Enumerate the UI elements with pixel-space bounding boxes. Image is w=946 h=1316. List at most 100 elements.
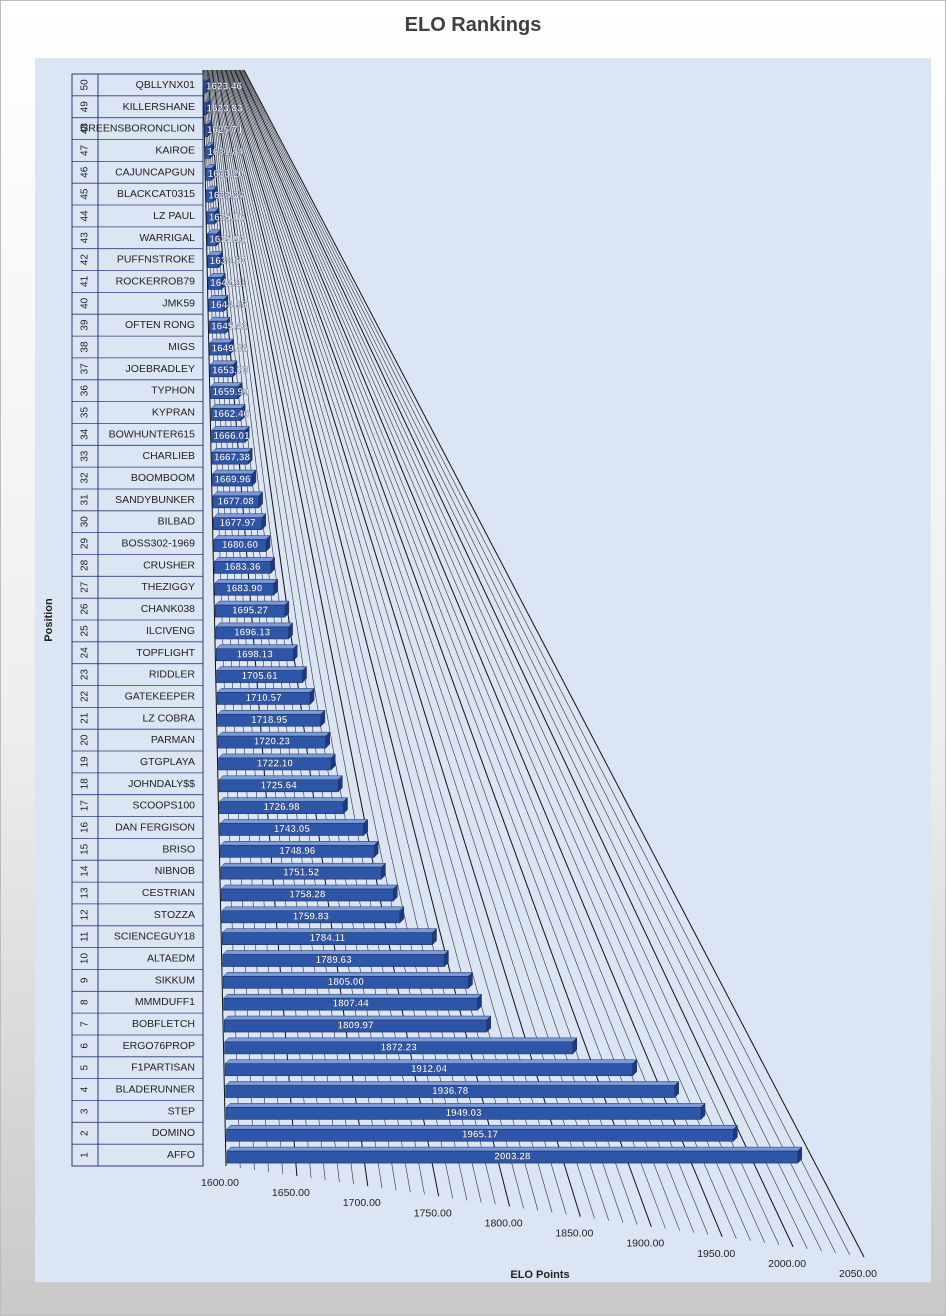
gridline bbox=[202, 69, 227, 1167]
data-label: 1683.36 bbox=[224, 562, 261, 573]
data-label: 1720.23 bbox=[254, 737, 291, 748]
player-label: SCOOPS100 bbox=[133, 800, 196, 812]
bar-top-face bbox=[212, 491, 264, 497]
data-label: 1662.46 bbox=[213, 409, 250, 420]
x-tick-label: 1950.00 bbox=[697, 1248, 735, 1260]
position-label: 44 bbox=[80, 210, 91, 222]
bar-top-face bbox=[220, 862, 386, 868]
position-label: 28 bbox=[80, 559, 91, 571]
minor-gridline bbox=[241, 69, 836, 1254]
player-label: OFTEN RONG bbox=[125, 319, 195, 331]
data-label: 1809.97 bbox=[337, 1021, 374, 1032]
bar-top-face bbox=[219, 841, 379, 846]
bar bbox=[210, 386, 239, 399]
bar bbox=[218, 757, 332, 771]
position-label: 43 bbox=[80, 232, 91, 244]
position-label: 9 bbox=[80, 977, 91, 983]
bar bbox=[226, 1150, 799, 1164]
bar bbox=[224, 1063, 634, 1077]
player-label: KYPRAN bbox=[152, 407, 195, 419]
bar bbox=[220, 866, 382, 880]
bar bbox=[216, 670, 303, 683]
bar-top-face bbox=[221, 928, 438, 933]
position-label: 6 bbox=[80, 1043, 91, 1049]
x-tick-label: 1800.00 bbox=[485, 1217, 523, 1229]
bar bbox=[214, 582, 274, 596]
player-label: JOHNDALY$$ bbox=[128, 778, 195, 790]
bar-top-face bbox=[223, 993, 483, 999]
data-label: 1635.93 bbox=[209, 234, 246, 245]
player-label: STOZZA bbox=[154, 909, 195, 921]
bar-top-face bbox=[217, 731, 331, 737]
bar-top-face bbox=[224, 1037, 578, 1043]
player-label: DOMINO bbox=[152, 1127, 195, 1139]
player-label: TOPFLIGHT bbox=[136, 647, 195, 659]
data-label: 1653.79 bbox=[212, 365, 249, 376]
position-label: 35 bbox=[80, 407, 91, 419]
data-label: 1949.03 bbox=[445, 1108, 482, 1119]
player-label: ILCIVENG bbox=[146, 625, 195, 637]
data-label: 1635.06 bbox=[209, 212, 246, 223]
position-label: 8 bbox=[80, 999, 91, 1005]
bar-top-face bbox=[215, 622, 294, 628]
data-label: 2003.28 bbox=[494, 1152, 531, 1163]
position-label: 46 bbox=[80, 166, 91, 178]
bar bbox=[206, 233, 217, 247]
minor-gridline bbox=[228, 69, 624, 1223]
bar bbox=[225, 1107, 702, 1120]
gridline bbox=[238, 69, 794, 1248]
data-label: 1680.60 bbox=[222, 540, 259, 551]
bar bbox=[216, 692, 311, 705]
position-label: 25 bbox=[80, 625, 91, 637]
position-label: 32 bbox=[80, 472, 91, 484]
bar-top-face bbox=[225, 1124, 738, 1130]
x-tick-label: 1700.00 bbox=[343, 1197, 381, 1209]
data-label: 1696.13 bbox=[234, 627, 271, 638]
position-label: 45 bbox=[80, 188, 91, 200]
bar-top-face bbox=[211, 447, 253, 453]
minor-gridline bbox=[242, 69, 851, 1256]
player-label: CAJUNCAPGUN bbox=[115, 166, 195, 178]
bar-top-face bbox=[224, 1081, 680, 1086]
player-label: SCIENCEGUY18 bbox=[114, 931, 195, 943]
minor-gridline bbox=[231, 69, 680, 1231]
player-label: CESTRIAN bbox=[142, 887, 195, 899]
data-label: 1789.63 bbox=[316, 955, 353, 966]
position-label: 14 bbox=[80, 865, 91, 877]
bar bbox=[214, 604, 286, 618]
player-label: JMK59 bbox=[162, 297, 195, 309]
bar bbox=[208, 299, 225, 312]
position-label: 30 bbox=[80, 516, 91, 528]
position-label: 24 bbox=[80, 647, 91, 659]
position-label: 42 bbox=[80, 254, 91, 266]
data-label: 1718.95 bbox=[251, 715, 288, 726]
bar bbox=[207, 277, 222, 290]
position-label: 10 bbox=[80, 953, 91, 965]
bar-top-face bbox=[210, 404, 246, 409]
player-label: THEZIGGY bbox=[141, 581, 195, 593]
data-label: 1683.90 bbox=[226, 584, 263, 595]
bar bbox=[220, 845, 375, 858]
player-label: CHARLIEB bbox=[142, 450, 195, 462]
chart-title: ELO Rankings bbox=[404, 14, 542, 36]
position-label: 20 bbox=[80, 734, 91, 746]
player-label: BOBFLETCH bbox=[132, 1018, 195, 1030]
position-label: 13 bbox=[80, 887, 91, 899]
position-label: 15 bbox=[80, 843, 91, 855]
player-label: ERGO76PROP bbox=[123, 1040, 195, 1052]
data-label: 1695.27 bbox=[232, 606, 269, 617]
player-label: RIDDLER bbox=[149, 669, 196, 681]
position-label: 36 bbox=[80, 385, 91, 397]
data-label: 1759.83 bbox=[293, 911, 330, 922]
position-label: 7 bbox=[80, 1021, 91, 1027]
bar bbox=[205, 167, 212, 181]
data-label: 1642.21 bbox=[210, 278, 247, 289]
player-label: QBLLYNX01 bbox=[136, 79, 195, 91]
bar bbox=[219, 801, 344, 814]
data-label: 1659.99 bbox=[212, 387, 249, 398]
data-label: 1638.57 bbox=[210, 256, 247, 267]
bar-top-face bbox=[219, 819, 369, 824]
bar-top-face bbox=[212, 513, 267, 518]
bar bbox=[204, 102, 207, 116]
